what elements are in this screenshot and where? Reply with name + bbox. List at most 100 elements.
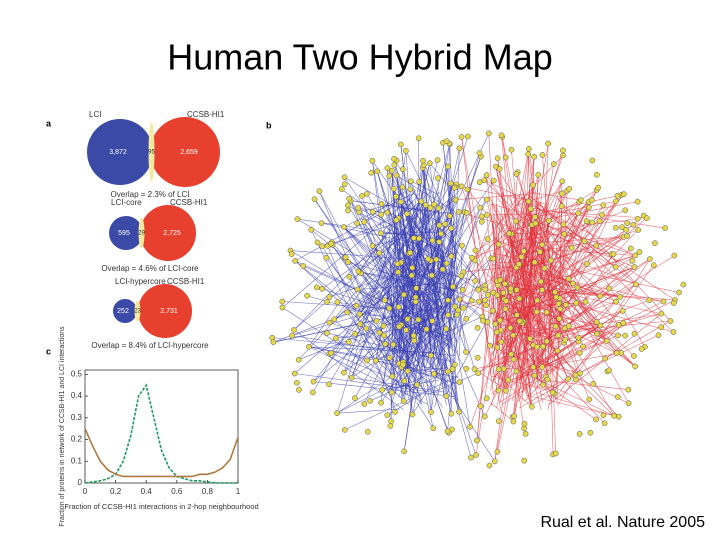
network-node bbox=[428, 409, 434, 416]
network-node bbox=[484, 236, 491, 242]
network-node bbox=[547, 257, 554, 264]
network-node bbox=[558, 203, 565, 210]
network-edge bbox=[512, 258, 532, 417]
network-node bbox=[456, 379, 463, 386]
network-node bbox=[506, 230, 513, 237]
network-node bbox=[442, 221, 448, 227]
network-node bbox=[655, 332, 662, 339]
network-edge bbox=[498, 216, 534, 245]
network-node bbox=[341, 174, 348, 181]
network-node bbox=[521, 457, 528, 464]
network-node bbox=[467, 423, 473, 430]
y-axis-title: Fraction of proteins in network of CCSB-… bbox=[59, 326, 66, 527]
network-edge bbox=[532, 334, 659, 396]
network-node bbox=[344, 309, 351, 316]
network-edge bbox=[322, 246, 408, 391]
network-node bbox=[393, 193, 399, 200]
network-node bbox=[399, 184, 406, 191]
venn-caption: Overlap = 8.4% of LCI-hypercore bbox=[91, 341, 209, 350]
network-edge bbox=[351, 215, 416, 378]
venn-count: 29 bbox=[138, 231, 145, 237]
network-edge bbox=[409, 294, 489, 392]
network-node bbox=[410, 332, 417, 339]
network-node bbox=[403, 327, 409, 333]
network-node bbox=[554, 347, 561, 354]
network-node bbox=[390, 341, 397, 348]
network-node bbox=[291, 327, 297, 333]
network-node bbox=[539, 287, 545, 293]
venn-label: LCI bbox=[89, 110, 101, 119]
y-tick-label: 0.2 bbox=[71, 435, 83, 444]
network-node bbox=[400, 166, 406, 173]
network-node bbox=[448, 410, 455, 417]
network-node bbox=[468, 297, 475, 304]
venn-label: LCI-core bbox=[111, 198, 142, 207]
network-node bbox=[353, 302, 360, 309]
network-node bbox=[404, 316, 411, 322]
network-edge bbox=[513, 220, 535, 360]
network-node bbox=[597, 293, 604, 300]
venn-count: 2,725 bbox=[163, 230, 181, 237]
network-node bbox=[289, 332, 295, 339]
network-edge bbox=[447, 246, 458, 301]
network-node bbox=[458, 134, 465, 140]
network-node bbox=[429, 318, 436, 324]
network-node bbox=[476, 150, 483, 156]
network-node bbox=[270, 339, 277, 346]
network-node bbox=[464, 133, 471, 140]
network-edge bbox=[422, 160, 446, 396]
network-node bbox=[345, 202, 351, 209]
network-edge bbox=[503, 274, 509, 369]
network-node bbox=[518, 253, 525, 260]
network-node bbox=[610, 251, 617, 258]
network-node bbox=[516, 261, 522, 267]
network-node bbox=[397, 199, 404, 205]
network-node bbox=[478, 213, 485, 220]
network-node bbox=[619, 308, 626, 314]
network-node bbox=[539, 152, 546, 158]
network-edge bbox=[298, 323, 391, 361]
network-edge bbox=[476, 191, 504, 441]
network-node bbox=[447, 180, 454, 187]
network-node bbox=[443, 260, 450, 267]
network-node bbox=[355, 268, 362, 275]
network-node bbox=[525, 151, 532, 158]
network-node bbox=[510, 418, 517, 425]
network-node bbox=[476, 179, 483, 186]
network-node bbox=[650, 262, 657, 269]
network-node bbox=[426, 160, 433, 166]
network-edge bbox=[546, 207, 590, 365]
network-node bbox=[416, 178, 423, 185]
network-edge bbox=[439, 256, 452, 365]
network-node bbox=[474, 354, 481, 361]
network-edge bbox=[495, 195, 525, 325]
network-node bbox=[480, 317, 486, 324]
network-node bbox=[513, 171, 520, 177]
network-node bbox=[513, 287, 520, 293]
network-node bbox=[671, 252, 678, 259]
network-edge bbox=[372, 160, 401, 377]
network-edge bbox=[536, 258, 569, 280]
network-node bbox=[503, 387, 509, 394]
network-node bbox=[531, 372, 538, 379]
network-node bbox=[522, 430, 529, 437]
network-edge bbox=[510, 190, 526, 355]
network-node bbox=[427, 204, 434, 211]
data-line bbox=[84, 428, 239, 478]
network-edge bbox=[544, 268, 546, 296]
network-node bbox=[418, 198, 425, 205]
network-edge bbox=[410, 180, 438, 195]
network-node bbox=[599, 211, 605, 218]
network-node bbox=[459, 287, 466, 293]
network-node bbox=[423, 326, 430, 333]
network-node bbox=[454, 311, 460, 318]
network-node bbox=[602, 355, 609, 362]
network-node bbox=[635, 227, 642, 233]
network-node bbox=[560, 221, 567, 228]
network-node bbox=[333, 335, 339, 342]
network-node bbox=[338, 186, 345, 193]
network-node bbox=[636, 249, 643, 255]
network-edge bbox=[351, 377, 445, 393]
network-node bbox=[613, 198, 619, 205]
network-edge bbox=[559, 326, 617, 354]
